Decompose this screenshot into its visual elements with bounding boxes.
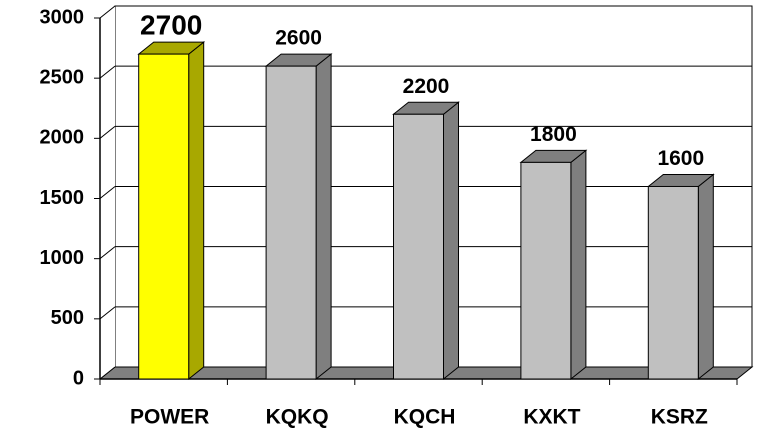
bar (520, 161, 572, 380)
grid-line (99, 125, 116, 139)
y-tick-label: 1000 (40, 247, 85, 269)
x-tick-label: KQKQ (266, 406, 329, 429)
grid-line (99, 246, 116, 260)
bar-side (443, 101, 459, 381)
data-label: 2600 (275, 27, 322, 50)
y-tick-label: 3000 (40, 6, 85, 28)
x-tick-label: POWER (130, 406, 209, 429)
y-tick-label: 0 (73, 367, 84, 389)
bar (393, 113, 444, 380)
bar (265, 65, 317, 380)
grid-line (99, 306, 116, 320)
grid-line (99, 65, 116, 79)
y-tick-label: 2500 (40, 66, 85, 88)
y-tick-label: 1500 (40, 187, 85, 209)
bar-side (315, 53, 332, 381)
y-tick-label: 500 (51, 307, 84, 329)
grid-line (99, 366, 116, 380)
data-label: 1600 (657, 147, 704, 170)
data-label: 2200 (403, 75, 450, 98)
grid-line (99, 186, 116, 199)
grid-line (99, 5, 116, 19)
x-tick-label: KXKT (523, 406, 580, 429)
bar (138, 53, 190, 380)
x-tick-label: KQCH (394, 406, 456, 429)
data-label: 2700 (140, 9, 202, 40)
bar-side (570, 149, 587, 381)
bar (647, 185, 699, 380)
data-label: 1800 (530, 123, 577, 146)
y-tick-label: 2000 (40, 127, 85, 149)
bar-side (188, 41, 205, 381)
bar-side (697, 173, 714, 381)
x-tick-label: KSRZ (651, 406, 708, 429)
